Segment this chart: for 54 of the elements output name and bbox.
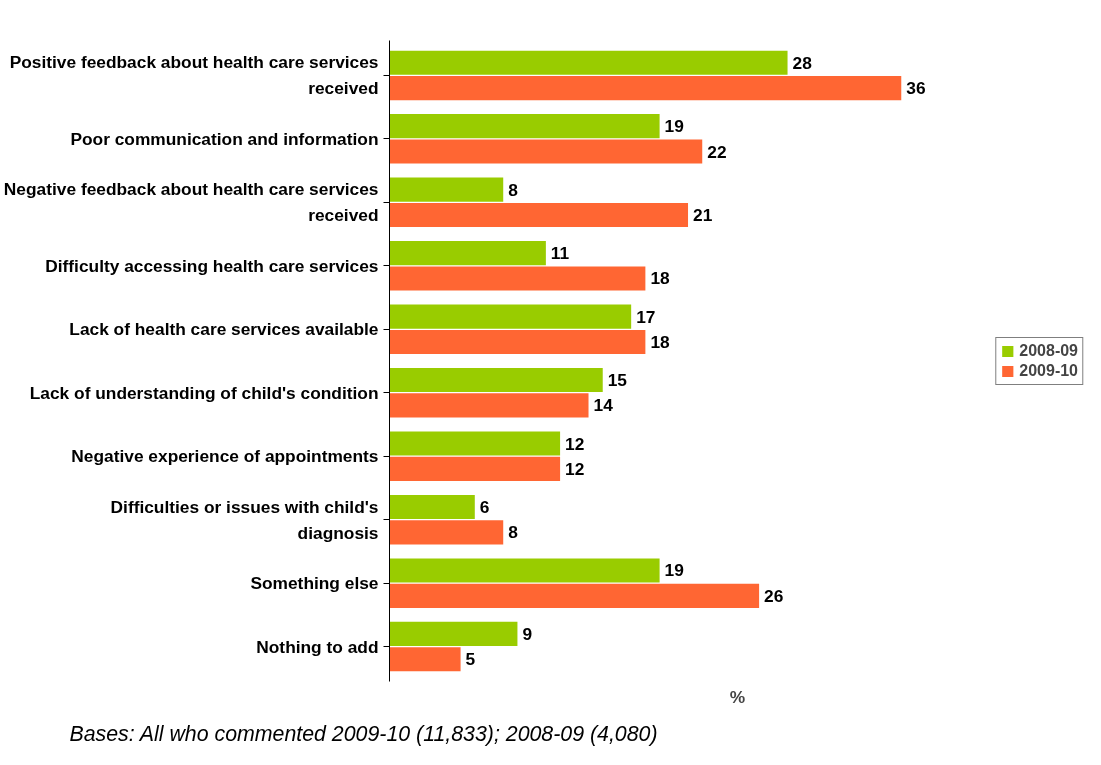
- legend-label: 2008-09: [1019, 341, 1078, 360]
- data-label: 8: [508, 179, 519, 200]
- bar: [389, 520, 504, 545]
- data-label: 17: [636, 306, 656, 327]
- bar: [389, 456, 561, 481]
- data-label: 22: [707, 141, 727, 162]
- data-label: 11: [550, 243, 570, 264]
- bar: [389, 647, 461, 672]
- bar: [389, 583, 760, 608]
- text: Bases: All who commented 2009-10 (11,833); 2008-09 (4,080): [69, 721, 658, 746]
- y-tick-label: Positive feedback about health care services received: [9, 52, 379, 99]
- data-label: 9: [522, 623, 533, 644]
- bar: [389, 558, 660, 583]
- data-label: 5: [465, 649, 476, 670]
- bar: [389, 431, 561, 456]
- bar: [389, 393, 589, 418]
- bar: [389, 367, 603, 393]
- y-tick-label: Negative experience of appointments: [71, 446, 379, 467]
- data-label: 14: [593, 395, 614, 416]
- bar: [389, 304, 632, 329]
- y-tick-label: Nothing to add: [256, 636, 379, 657]
- data-label: 26: [764, 585, 784, 606]
- bar: [389, 139, 703, 164]
- y-tick-label: Something else: [250, 573, 379, 594]
- x-axis-title: %: [729, 686, 746, 707]
- data-label: 19: [664, 560, 684, 581]
- data-label: 12: [565, 433, 585, 454]
- data-label: 36: [906, 78, 926, 99]
- data-label: 19: [664, 116, 684, 137]
- bar: [389, 177, 504, 202]
- data-label: 18: [650, 331, 671, 352]
- y-tick-label: Poor communication and information: [70, 128, 379, 149]
- bar: [389, 114, 660, 139]
- data-label: 8: [508, 522, 519, 543]
- data-label: 15: [607, 370, 628, 391]
- y-tick-label: Lack of understanding of child's condition: [29, 382, 379, 403]
- data-label: 21: [693, 205, 713, 226]
- bar: [389, 202, 689, 228]
- data-label: 6: [479, 496, 490, 517]
- y-tick-label: Negative feedback about health care services received: [3, 179, 379, 226]
- legend-label: 2009-10: [1019, 361, 1078, 380]
- bar: [389, 494, 475, 520]
- bar: [389, 266, 646, 291]
- bar: [389, 621, 518, 646]
- data-label: 12: [565, 458, 585, 479]
- bar: [389, 329, 646, 355]
- y-tick-label: Lack of health care services available: [69, 319, 379, 340]
- bar: [389, 76, 902, 101]
- y-tick-label: Difficulty accessing health care services: [45, 255, 379, 276]
- bar: [389, 241, 546, 266]
- bar: [389, 50, 788, 75]
- data-label: 28: [792, 52, 813, 73]
- data-label: 18: [650, 268, 671, 289]
- y-tick-label: Difficulties or issues with child's diagnosis: [110, 496, 379, 543]
